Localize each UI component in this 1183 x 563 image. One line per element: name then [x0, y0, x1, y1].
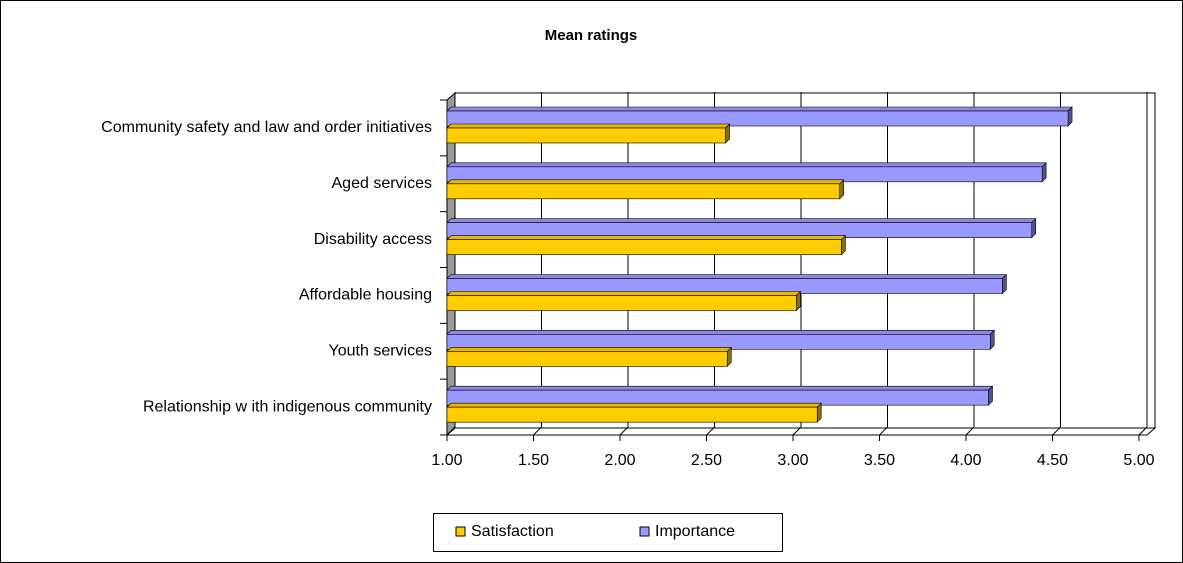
bar: [446, 406, 818, 423]
bar: [446, 351, 728, 367]
bar: [446, 127, 726, 144]
bar-top: [446, 347, 732, 352]
x-tick-label: 5.00: [1123, 452, 1154, 469]
floor-line: [446, 426, 456, 436]
y-tick-label: Disability access: [314, 231, 432, 248]
floor-line: [879, 426, 888, 436]
bar-top: [446, 402, 822, 408]
x-tick-label: 4.00: [950, 452, 981, 469]
floor-line: [619, 426, 629, 436]
x-tick-label: 2.50: [691, 452, 722, 469]
side-wall: [446, 91, 456, 437]
bar-top: [446, 218, 1037, 223]
bar-top: [446, 235, 847, 240]
bar-top: [446, 330, 995, 335]
bar: [446, 295, 797, 311]
bar: [446, 183, 841, 200]
bar-top: [446, 162, 1047, 168]
x-tick-label: 4.50: [1037, 452, 1068, 469]
bar: [446, 239, 842, 255]
y-tick-label: Affordable housing: [299, 287, 432, 304]
floor-line: [1052, 426, 1061, 436]
floor: [445, 427, 1157, 436]
x-tick-label: 1.00: [431, 452, 462, 469]
y-tick-label: Youth services: [329, 342, 432, 359]
bar-top: [446, 274, 1008, 279]
floor-line: [792, 426, 802, 436]
bar-top: [446, 179, 845, 185]
legend-swatch: [639, 526, 650, 537]
floor-line: [965, 426, 975, 436]
bar-top: [446, 385, 994, 391]
floor-line: [706, 426, 715, 436]
legend-label: Satisfaction: [471, 523, 554, 540]
legend-label: Importance: [655, 523, 735, 540]
legend-swatch: [455, 526, 466, 537]
bar: [446, 110, 1069, 127]
x-tick-label: 3.00: [777, 452, 808, 469]
legend: [433, 513, 783, 552]
bar-top: [446, 123, 731, 129]
x-tick-label: 2.00: [604, 452, 635, 469]
y-tick-label: Community safety and law and order initi…: [101, 119, 432, 136]
x-tick-label: 3.50: [864, 452, 895, 469]
floor-line: [533, 426, 542, 436]
floor-line: [1138, 426, 1148, 436]
x-tick-label: 1.50: [518, 452, 549, 469]
y-tick-label: Aged services: [332, 175, 433, 192]
chart-title: Mean ratings: [545, 27, 638, 44]
y-tick-label: Relationship w ith indigenous community: [143, 398, 432, 415]
bar-top: [446, 291, 802, 296]
bar-top: [446, 106, 1073, 112]
